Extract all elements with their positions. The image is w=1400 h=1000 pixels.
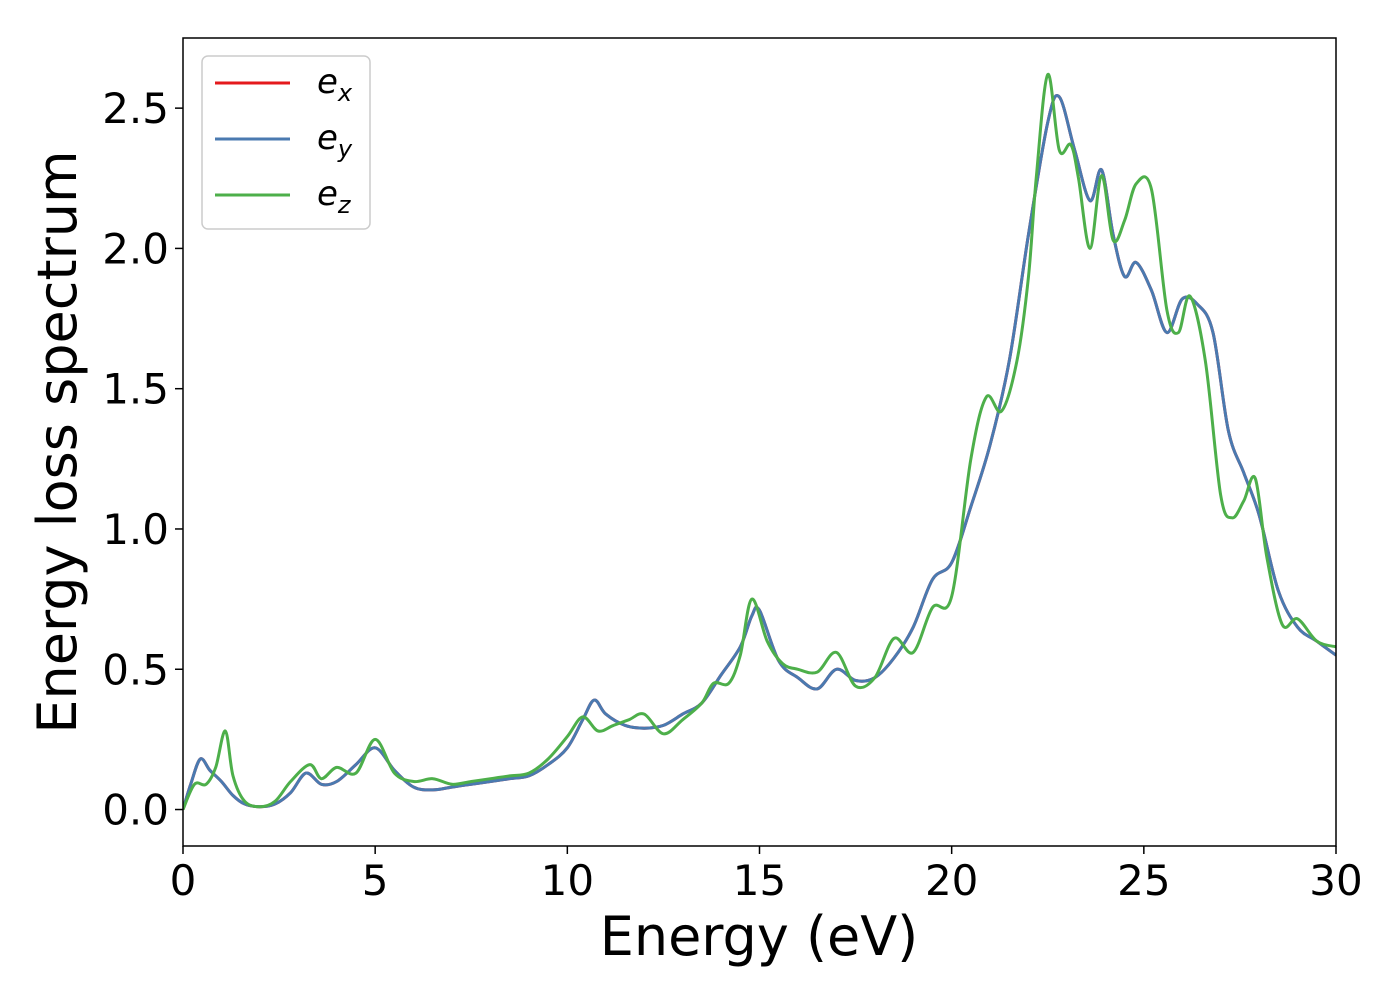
x-tick-label: 15 — [733, 856, 786, 905]
y-tick-label: 1.5 — [102, 365, 169, 414]
series-layer — [183, 72, 1336, 811]
x-axis-label: Energy (eV) — [600, 905, 919, 968]
legend-label-subscript: z — [337, 191, 352, 219]
x-tick-label: 5 — [362, 856, 389, 905]
x-tick-label: 25 — [1117, 856, 1170, 905]
y-tick-label: 0.5 — [102, 645, 169, 694]
x-tick-label: 20 — [925, 856, 978, 905]
y-tick-label: 2.5 — [102, 84, 169, 133]
y-tick-label: 1.0 — [102, 505, 169, 554]
y-tick-label: 2.0 — [102, 224, 169, 273]
x-tick-label: 0 — [170, 856, 197, 905]
series-line-ez — [183, 72, 1336, 811]
y-axis: 0.0 0.5 1.0 1.5 2.0 2.5 — [102, 84, 183, 835]
legend-box — [201, 55, 371, 230]
x-axis: 0 5 10 15 20 25 30 — [170, 846, 1363, 905]
legend-label-subscript: y — [337, 135, 353, 163]
legend-label-subscript: x — [337, 79, 353, 107]
y-tick-label: 0.0 — [102, 786, 169, 835]
y-axis-label: Energy loss spectrum — [26, 150, 89, 733]
x-tick-label: 30 — [1309, 856, 1362, 905]
x-tick-label: 10 — [541, 856, 594, 905]
